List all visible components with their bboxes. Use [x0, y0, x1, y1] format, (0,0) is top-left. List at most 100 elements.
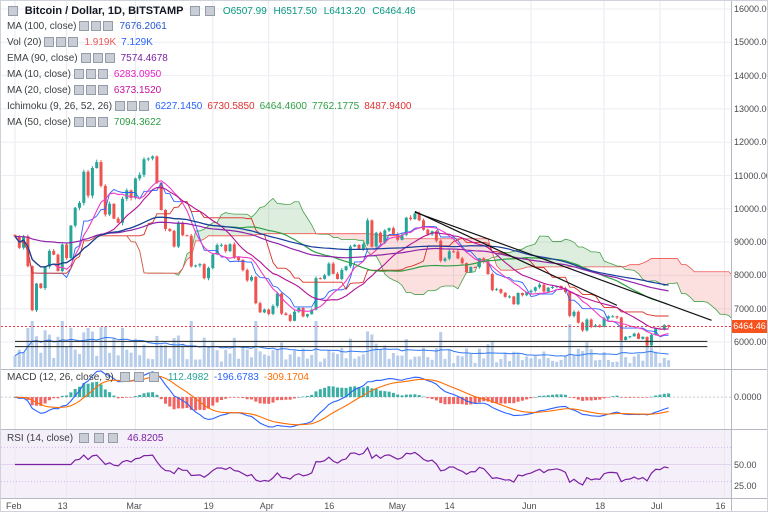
eye-icon[interactable]	[44, 37, 55, 48]
macd-eye-icon[interactable]	[119, 372, 130, 383]
eye-icon[interactable]	[115, 101, 126, 112]
close-icon[interactable]	[97, 85, 108, 96]
indicator-row: MA (10, close) 6283.0950	[7, 67, 416, 83]
rsi-label[interactable]: RSI (14, close)	[7, 433, 74, 444]
indicator-label[interactable]: Vol (20)	[7, 37, 42, 48]
indicator-label[interactable]: Ichimoku (9, 26, 52, 26)	[7, 101, 113, 112]
time-axis-label: 13	[57, 501, 68, 511]
price-axis-label: 16000.00	[734, 4, 768, 14]
indicator-row: MA (50, close) 7094.3622	[7, 115, 416, 131]
macd-values: 112.4982 -196.6783 -309.1704	[163, 372, 309, 383]
close-icon[interactable]	[139, 101, 150, 112]
indicator-value-0: 7094.3622	[113, 117, 162, 128]
macd-pane-legend: MACD (12, 26, close, 9) 112.4982 -196.678…	[7, 371, 309, 385]
indicator-label[interactable]: EMA (90, close)	[7, 53, 78, 64]
expand-icon[interactable]	[205, 6, 216, 17]
rsi-value: 46.8205	[127, 433, 164, 444]
indicator-row: EMA (90, close) 7574.4678	[7, 51, 416, 67]
settings-icon[interactable]	[127, 101, 138, 112]
symbol-title[interactable]: Bitcoin / Dollar, 1D, BITSTAMP	[24, 5, 184, 17]
macd-value-0: 112.4982	[167, 372, 209, 383]
macd-axis-label: 0.0000	[734, 392, 762, 403]
close-value: C6464.46	[372, 6, 416, 17]
settings-icon[interactable]	[56, 37, 67, 48]
collapse-icon[interactable]	[190, 6, 201, 17]
indicator-value-0: 7676.2061	[119, 21, 167, 32]
indicator-value-0: 7574.4678	[120, 53, 168, 64]
indicator-value-1: 7.129K	[121, 37, 153, 48]
time-axis-label: 16	[715, 501, 726, 511]
price-axis-label: 10000.00	[734, 203, 768, 214]
time-axis-label: 18	[595, 501, 606, 511]
high-value: H6517.50	[273, 6, 317, 17]
low-value: L6413.20	[323, 6, 366, 17]
time-axis-label: Apr	[259, 501, 274, 511]
settings-icon[interactable]	[85, 117, 96, 128]
time-axis-label: 14	[444, 501, 455, 511]
eye-icon[interactable]	[73, 85, 84, 96]
eye-icon[interactable]	[80, 53, 91, 64]
time-axis-label: 16	[324, 501, 335, 511]
eye-icon[interactable]	[73, 69, 84, 80]
close-icon[interactable]	[68, 37, 79, 48]
open-value: O6507.99	[222, 6, 267, 17]
close-icon[interactable]	[103, 21, 114, 32]
chart-menu-icon[interactable]	[8, 6, 18, 17]
macd-close-icon[interactable]	[134, 372, 145, 383]
rsi-axis-label: 50.00	[734, 459, 757, 470]
indicator-row: Vol (20) 1.919K 7.129K	[7, 35, 416, 51]
time-axis-label: Jul	[651, 501, 663, 511]
indicator-label[interactable]: MA (50, close)	[7, 117, 71, 128]
indicator-value-3: 7762.1775	[311, 101, 360, 112]
indicator-label[interactable]: MA (100, close)	[7, 21, 77, 32]
indicator-value-0: 6227.1450	[155, 101, 203, 112]
rsi-close-icon[interactable]	[93, 433, 104, 444]
time-axis-label: May	[388, 501, 406, 511]
macd-value-1: -196.6783	[213, 372, 259, 383]
indicator-row: Ichimoku (9, 26, 52, 26) 6227.1450 6730.58…	[7, 99, 416, 115]
indicator-value-1: 6730.5850	[207, 101, 255, 112]
indicator-legend: Bitcoin / Dollar, 1D, BITSTAMP O6507.99 …	[7, 3, 416, 131]
indicator-value-4: 8487.9400	[364, 101, 412, 112]
price-axis-label: 11000.00	[734, 170, 768, 181]
indicator-value-2: 6464.4600	[259, 101, 307, 112]
rsi-pane-legend: RSI (14, close) 46.8205	[7, 432, 163, 446]
eye-icon[interactable]	[73, 117, 84, 128]
settings-icon[interactable]	[85, 85, 96, 96]
indicator-value-0: 6373.1520	[113, 85, 162, 96]
settings-icon[interactable]	[85, 69, 96, 80]
price-axis-label: 8000.00	[734, 270, 767, 281]
settings-icon[interactable]	[91, 21, 102, 32]
symbol-title-row: Bitcoin / Dollar, 1D, BITSTAMP O6507.99 …	[7, 3, 416, 19]
rsi-settings-icon[interactable]	[108, 433, 119, 444]
price-axis-label: 9000.00	[734, 237, 767, 248]
indicator-label[interactable]: MA (10, close)	[7, 69, 71, 80]
price-axis-label: 14000.00	[734, 70, 768, 81]
price-axis-label: 7000.00	[734, 303, 767, 314]
indicator-rows: MA (100, close) 7676.2061 Vol (20) 1.919K 7.…	[7, 19, 416, 131]
time-axis-label: Mar	[126, 501, 142, 511]
price-axis-label: 15000.00	[734, 37, 768, 48]
macd-value-2: -309.1704	[263, 372, 309, 383]
settings-icon[interactable]	[92, 53, 103, 64]
close-icon[interactable]	[97, 117, 108, 128]
time-axis-label: Feb	[6, 501, 22, 511]
indicator-row: MA (100, close) 7676.2061	[7, 19, 416, 35]
close-icon[interactable]	[104, 53, 115, 64]
indicator-label[interactable]: MA (20, close)	[7, 85, 71, 96]
time-axis-label: 19	[203, 501, 214, 511]
close-icon[interactable]	[97, 69, 108, 80]
eye-icon[interactable]	[79, 21, 90, 32]
macd-label[interactable]: MACD (12, 26, close, 9)	[7, 372, 114, 383]
price-axis-label: 6000.00	[734, 337, 767, 347]
rsi-axis-label: 25.00	[734, 480, 757, 491]
last-price-tag: 6464.46	[732, 319, 767, 333]
price-axis-label: 13000.00	[734, 103, 768, 114]
indicator-value-0: 6283.0950	[113, 69, 162, 80]
macd-settings-icon[interactable]	[149, 372, 160, 383]
time-axis-label: Jun	[522, 501, 537, 511]
rsi-eye-icon[interactable]	[78, 433, 89, 444]
indicator-row: MA (20, close) 6373.1520	[7, 83, 416, 99]
